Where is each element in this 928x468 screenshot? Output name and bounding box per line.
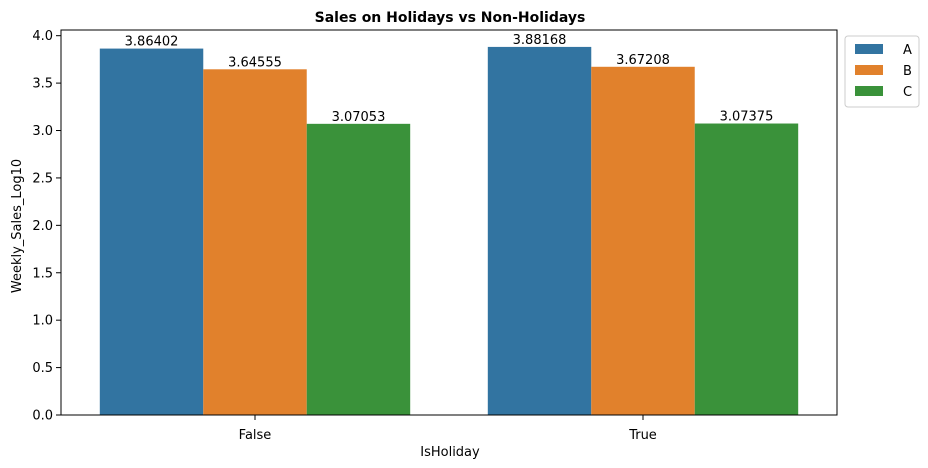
legend-swatch-A [855,44,883,54]
bar-A-False [99,48,204,415]
y-tick-label: 3.0 [32,124,53,139]
data-label-A-True: 3.88168 [513,33,567,48]
bar-A-True [487,46,592,415]
y-tick-label: 0.5 [32,361,53,376]
y-tick-label: 4.0 [32,29,53,44]
y-tick-label: 0.0 [32,409,53,424]
y-tick-label: 3.5 [32,77,53,92]
legend-label-B: B [903,64,912,79]
x-tick-label: True [628,428,657,443]
bars-group [99,46,799,416]
bar-C-True [694,123,799,415]
y-axis-label: Weekly_Sales_Log10 [10,159,25,293]
bar-B-True [591,66,695,415]
legend-label-C: C [903,85,912,100]
y-tick-label: 1.5 [32,266,53,281]
legend-swatch-C [855,86,883,96]
bar-C-False [306,123,411,416]
data-labels-group: 3.86402 3.64555 3.07053 3.88168 3.67208 3.073… [125,33,774,125]
chart-title: Sales on Holidays vs Non-Holidays [315,10,586,26]
y-axis: 0.0 0.5 1.0 1.5 2.0 2.5 3.0 3.5 4.0 [32,29,61,424]
data-label-A-False: 3.86402 [125,35,179,50]
y-tick-label: 2.0 [32,219,53,234]
plot-frame [60,29,838,416]
data-label-B-True: 3.67208 [616,53,670,68]
x-tick-label: False [239,428,272,443]
bar-B-False [203,69,307,415]
legend: ABC [844,35,920,108]
data-label-B-False: 3.64555 [228,55,282,70]
legend-label-A: A [903,43,912,58]
legend-swatch-B [855,65,883,75]
y-tick-label: 2.5 [32,171,53,186]
data-label-C-True: 3.07375 [720,110,774,125]
x-axis-label: IsHoliday [420,445,480,460]
x-axis: False True [239,415,657,443]
data-label-C-False: 3.07053 [332,110,386,125]
y-tick-label: 1.0 [32,314,53,329]
